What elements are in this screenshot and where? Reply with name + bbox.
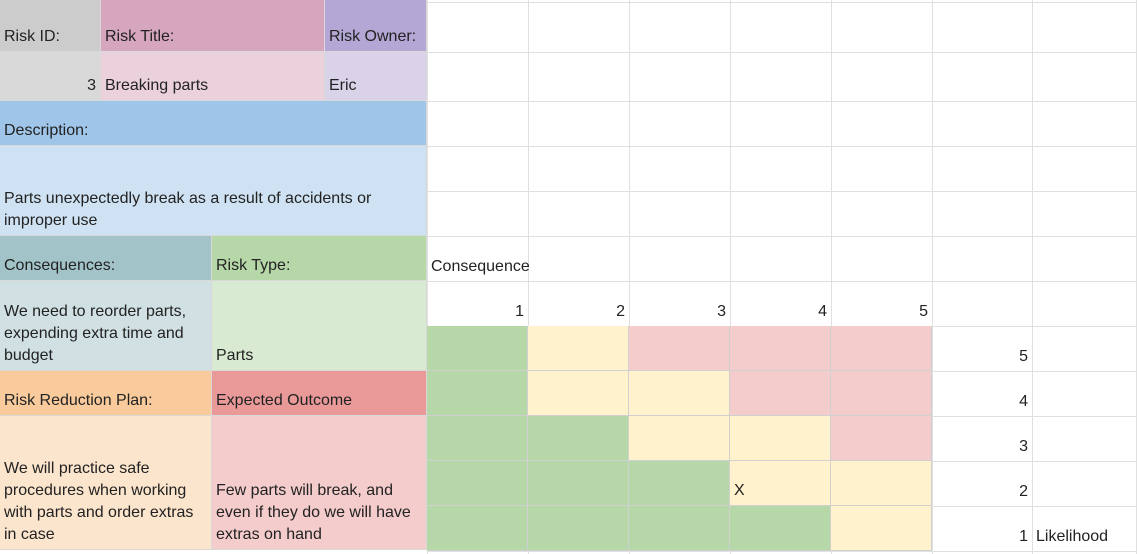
- grid-row-line: [427, 551, 1137, 552]
- consequence-value-1[interactable]: 1: [427, 281, 528, 326]
- consequence-value-text: 1: [515, 303, 524, 320]
- expected-outcome-label-text: Expected Outcome: [216, 392, 353, 409]
- matrix-cell-5-5[interactable]: [831, 326, 932, 371]
- risk-reduction-plan-label[interactable]: Risk Reduction Plan:: [0, 371, 212, 416]
- likelihood-value-text: 3: [1019, 438, 1028, 455]
- matrix-cell-5-3[interactable]: [629, 326, 730, 371]
- risk-reduction-plan-value-text: We will practice safe procedures when wo…: [4, 460, 194, 543]
- consequence-value-4[interactable]: 4: [730, 281, 831, 326]
- risk-title-label[interactable]: Risk Title:: [101, 0, 325, 52]
- grid-row-line: [427, 2, 1137, 3]
- likelihood-value-1[interactable]: 1: [932, 506, 1032, 551]
- matrix-cell-3-2[interactable]: [528, 416, 629, 461]
- matrix-cell-1-3[interactable]: [629, 506, 730, 551]
- likelihood-value-3[interactable]: 3: [932, 416, 1032, 461]
- grid-row-line: [427, 281, 1137, 282]
- grid-row-line: [427, 236, 1137, 237]
- matrix-cell-4-4[interactable]: [730, 371, 831, 416]
- grid-column-line: [932, 0, 933, 554]
- matrix-cell-5-1[interactable]: [427, 326, 528, 371]
- consequence-value-5[interactable]: 5: [831, 281, 932, 326]
- risk-id-value[interactable]: 3: [0, 52, 101, 101]
- consequence-value-2[interactable]: 2: [528, 281, 629, 326]
- matrix-cell-3-5[interactable]: [831, 416, 932, 461]
- grid-column-line: [528, 0, 529, 554]
- consequence-value-text: 4: [818, 303, 827, 320]
- consequence-value-text: 2: [616, 303, 625, 320]
- matrix-cell-5-2[interactable]: [528, 326, 629, 371]
- risk-id-label-text: Risk ID:: [4, 28, 60, 45]
- matrix-cell-2-3[interactable]: [629, 461, 730, 506]
- risk-title-label-text: Risk Title:: [105, 28, 175, 45]
- grid-row-line: [427, 52, 1137, 53]
- matrix-cell-3-3[interactable]: [629, 416, 730, 461]
- consequences-value-text: We need to reorder parts, expending extr…: [4, 303, 187, 364]
- likelihood-value-text: 2: [1019, 483, 1028, 500]
- matrix-cell-2-4[interactable]: X: [730, 461, 831, 506]
- consequences-label-text: Consequences:: [4, 257, 116, 274]
- matrix-cell-5-4[interactable]: [730, 326, 831, 371]
- matrix-cell-1-1[interactable]: [427, 506, 528, 551]
- grid-column-line: [1032, 0, 1033, 554]
- consequence-axis-label[interactable]: Consequence: [427, 236, 629, 281]
- matrix-cell-3-1[interactable]: [427, 416, 528, 461]
- consequences-label[interactable]: Consequences:: [0, 236, 212, 281]
- expected-outcome-value-text: Few parts will break, and even if they d…: [216, 482, 411, 543]
- matrix-cell-1-4[interactable]: [730, 506, 831, 551]
- likelihood-axis-label[interactable]: Likelihood: [1032, 506, 1137, 551]
- risk-reduction-plan-label-text: Risk Reduction Plan:: [4, 392, 153, 409]
- likelihood-value-4[interactable]: 4: [932, 371, 1032, 416]
- description-value[interactable]: Parts unexpectedly break as a result of …: [0, 146, 427, 236]
- grid-row-line: [427, 146, 1137, 147]
- likelihood-value-2[interactable]: 2: [932, 461, 1032, 506]
- risk-owner-value[interactable]: Eric: [325, 52, 427, 101]
- consequence-value-text: 3: [717, 303, 726, 320]
- matrix-cell-4-1[interactable]: [427, 371, 528, 416]
- expected-outcome-value[interactable]: Few parts will break, and even if they d…: [212, 416, 427, 550]
- matrix-cell-3-4[interactable]: [730, 416, 831, 461]
- likelihood-value-5[interactable]: 5: [932, 326, 1032, 371]
- grid-column-line: [730, 0, 731, 554]
- likelihood-value-text: 1: [1019, 528, 1028, 545]
- matrix-cell-4-3[interactable]: [629, 371, 730, 416]
- matrix-cell-1-5[interactable]: [831, 506, 932, 551]
- description-label-text: Description:: [4, 122, 89, 139]
- risk-id-value-text: 3: [87, 77, 96, 94]
- risk-reduction-plan-value[interactable]: We will practice safe procedures when wo…: [0, 416, 212, 550]
- likelihood-value-text: 4: [1019, 393, 1028, 410]
- grid-row-line: [427, 191, 1137, 192]
- description-label[interactable]: Description:: [0, 101, 427, 146]
- description-value-text: Parts unexpectedly break as a result of …: [4, 190, 372, 229]
- consequence-axis-label-text: Consequence: [431, 258, 530, 275]
- consequence-value-3[interactable]: 3: [629, 281, 730, 326]
- likelihood-value-text: 5: [1019, 348, 1028, 365]
- risk-type-label-text: Risk Type:: [216, 257, 291, 274]
- matrix-cell-4-2[interactable]: [528, 371, 629, 416]
- matrix-cell-2-1[interactable]: [427, 461, 528, 506]
- risk-id-label[interactable]: Risk ID:: [0, 0, 101, 52]
- risk-type-label[interactable]: Risk Type:: [212, 236, 427, 281]
- grid-row-line: [427, 101, 1137, 102]
- risk-owner-label-text: Risk Owner:: [329, 28, 417, 45]
- matrix-cell-4-5[interactable]: [831, 371, 932, 416]
- matrix-cell-1-2[interactable]: [528, 506, 629, 551]
- likelihood-axis-label-text: Likelihood: [1036, 528, 1109, 545]
- grid-column-line: [629, 0, 630, 554]
- grid-column-line: [831, 0, 832, 554]
- risk-marker: X: [734, 482, 745, 499]
- risk-owner-label[interactable]: Risk Owner:: [325, 0, 427, 52]
- consequence-value-text: 5: [919, 303, 928, 320]
- risk-title-value[interactable]: Breaking parts: [101, 52, 325, 101]
- risk-title-value-text: Breaking parts: [105, 77, 209, 94]
- consequences-value[interactable]: We need to reorder parts, expending extr…: [0, 281, 212, 371]
- risk-owner-value-text: Eric: [329, 77, 357, 94]
- risk-type-value-text: Parts: [216, 347, 254, 364]
- grid-column-line: [427, 0, 428, 554]
- matrix-cell-2-5[interactable]: [831, 461, 932, 506]
- matrix-cell-2-2[interactable]: [528, 461, 629, 506]
- risk-type-value[interactable]: Parts: [212, 281, 427, 371]
- expected-outcome-label[interactable]: Expected Outcome: [212, 371, 427, 416]
